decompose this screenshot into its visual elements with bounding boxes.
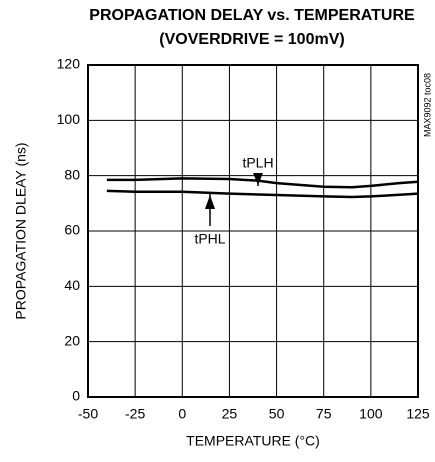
series-label: tPHL <box>194 231 225 247</box>
annotation-arrow-head <box>253 173 263 185</box>
y-tick-label: 40 <box>64 277 80 293</box>
annotation-arrow-head <box>205 195 215 209</box>
x-tick-label: 25 <box>222 406 238 422</box>
x-tick-label: 50 <box>269 406 285 422</box>
series-label: tPLH <box>242 155 273 171</box>
y-axis-label: PROPAGATION DLEAY (ns) <box>13 142 29 319</box>
x-tick-label: 0 <box>178 406 186 422</box>
x-tick-label: 125 <box>406 406 430 422</box>
x-axis-label: TEMPERATURE (°C) <box>186 433 320 449</box>
x-tick-label: -25 <box>125 406 145 422</box>
plot-frame <box>87 64 419 398</box>
series-line <box>106 189 419 199</box>
y-tick-label: 80 <box>64 166 80 182</box>
y-tick-label: 120 <box>57 56 81 72</box>
y-tick-label: 100 <box>57 111 81 127</box>
side-note: MAX9092 toc08 <box>422 73 432 137</box>
chart-title: PROPAGATION DELAY vs. TEMPERATURE <box>89 7 415 24</box>
y-tick-label: 0 <box>72 388 80 404</box>
y-tick-label: 20 <box>64 332 80 348</box>
x-tick-label: 75 <box>316 406 332 422</box>
x-tick-label: 100 <box>359 406 383 422</box>
y-tick-label: 60 <box>64 222 80 238</box>
chart-subtitle: (VOVERDRIVE = 100mV) <box>159 31 344 48</box>
series-line <box>106 177 419 189</box>
x-tick-label: -50 <box>78 406 98 422</box>
